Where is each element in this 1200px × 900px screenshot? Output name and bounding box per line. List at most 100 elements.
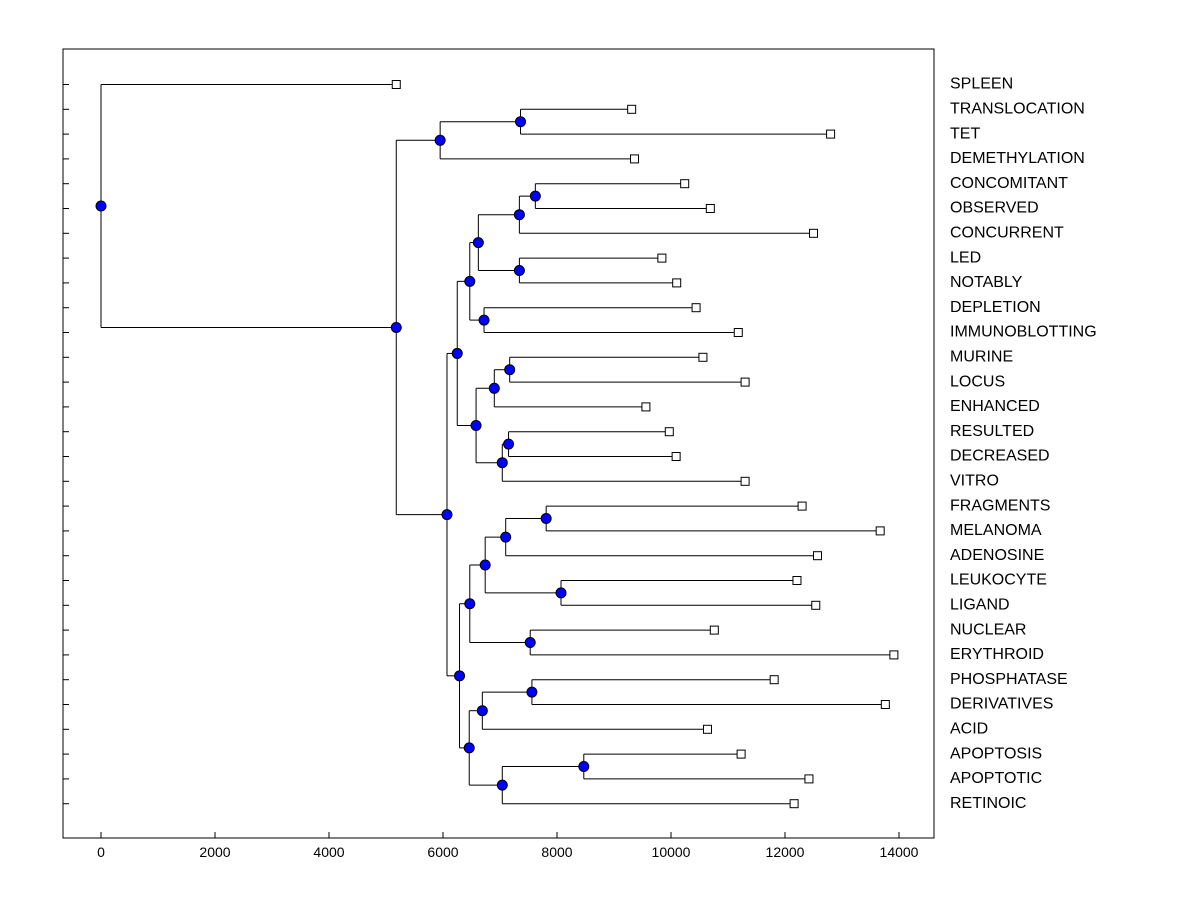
leaf-label-murine: MURINE (950, 349, 1013, 366)
x-tick-label: 12000 (766, 844, 805, 860)
x-tick-label: 8000 (541, 844, 572, 860)
leaf-marker-notably (672, 278, 682, 288)
leaf-label-erythroid: ERYTHROID (950, 646, 1044, 663)
leaf-marker-retinoic (789, 799, 799, 809)
merge-node-n26 (454, 670, 466, 682)
leaf-marker-nuclear (709, 625, 719, 635)
leaf-marker-spleen (391, 80, 401, 89)
leaf-marker-enhanced (641, 402, 651, 412)
leaf-label-group: SPLEEN TRANSLOCATION TET DEMETHYLATION CONCO… (950, 76, 1097, 812)
leaf-label-concurrent: CONCURRENT (950, 225, 1064, 242)
merge-node-n18 (479, 559, 491, 571)
x-tick-group: 0 2000 4000 6000 8000 10000 12000 14000 (97, 832, 919, 860)
merge-node-n6 (472, 237, 484, 249)
leaf-label-ligand: LIGAND (950, 597, 1010, 614)
merge-node-n17 (555, 587, 567, 599)
merge-node-n11 (503, 438, 515, 450)
x-tick-label: 2000 (199, 844, 230, 860)
leaf-marker-acid (702, 724, 712, 734)
leaf-label-acid: ACID (950, 721, 988, 738)
merge-node-root (95, 200, 107, 212)
leaf-label-led: LED (950, 249, 981, 266)
merge-node-n2 (434, 134, 446, 146)
leaf-marker-immunoblotting (733, 328, 743, 337)
leaf-label-leukocyte: LEUKOCYTE (950, 572, 1047, 589)
leaf-label-adenosine: ADENOSINE (950, 547, 1044, 564)
merge-node-group (95, 116, 590, 791)
merge-node-n23 (578, 761, 590, 772)
merge-node-n19 (524, 637, 536, 648)
leaf-label-depletion: DEPLETION (950, 299, 1041, 316)
merge-node-n27 (441, 509, 453, 521)
merge-node-n10 (488, 382, 500, 394)
leaf-marker-resulted (664, 427, 674, 437)
leaf-label-locus: LOCUS (950, 373, 1005, 390)
leaf-marker-concomitant (680, 179, 690, 189)
leaf-marker-translocation (627, 104, 637, 114)
leaf-label-observed: OBSERVED (950, 200, 1039, 217)
merge-node-n12 (496, 457, 508, 469)
merge-node-n20 (464, 598, 476, 610)
leaf-marker-murine (698, 352, 708, 362)
leaf-marker-erythroid (889, 650, 899, 660)
leaf-marker-concurrent (809, 228, 818, 238)
merge-node-n16 (500, 531, 512, 543)
merge-node-n7 (478, 314, 490, 326)
leaf-marker-observed (705, 204, 715, 213)
leaf-label-immunoblotting: IMMUNOBLOTTING (950, 324, 1097, 341)
x-tick-label: 6000 (427, 844, 458, 860)
leaf-label-tet: TET (950, 125, 980, 142)
merge-node-n14 (451, 347, 463, 359)
leaf-marker-group (391, 80, 899, 809)
leaf-marker-led (657, 253, 667, 263)
leaf-label-phosphatase: PHOSPHATASE (950, 671, 1068, 688)
leaf-marker-ligand (811, 600, 821, 610)
x-tick-label: 0 (97, 844, 105, 860)
leaf-label-retinoic: RETINOIC (950, 795, 1026, 812)
x-tick-label: 10000 (652, 844, 691, 860)
leaf-marker-locus (740, 377, 750, 387)
x-tick-label: 4000 (313, 844, 344, 860)
y-tick-group (63, 84, 69, 805)
leaf-label-vitro: VITRO (950, 473, 999, 490)
leaf-marker-decreased (671, 452, 681, 461)
merge-node-n8 (464, 275, 476, 287)
leaf-marker-apoptosis (736, 749, 746, 759)
leaf-label-demethylation: DEMETHYLATION (950, 150, 1085, 167)
leaf-marker-leukocyte (792, 576, 802, 585)
leaf-label-derivatives: DERIVATIVES (950, 696, 1053, 713)
merge-node-n4 (513, 209, 525, 221)
leaf-label-resulted: RESULTED (950, 423, 1034, 440)
leaf-label-apoptotic: APOPTOTIC (950, 770, 1042, 787)
leaf-marker-tet (826, 129, 836, 139)
leaf-marker-phosphatase (769, 675, 779, 685)
leaf-label-enhanced: ENHANCED (950, 398, 1040, 415)
leaf-label-apoptosis: APOPTOSIS (950, 745, 1042, 762)
merge-node-n22 (476, 705, 488, 717)
merge-node-n25 (463, 742, 475, 754)
merge-node-n1 (515, 116, 527, 128)
leaf-label-notably: NOTABLY (950, 274, 1023, 291)
merge-node-n24 (496, 779, 508, 791)
merge-node-n28 (390, 321, 402, 333)
merge-node-n3 (529, 190, 541, 202)
leaf-marker-vitro (740, 476, 750, 486)
leaf-marker-demethylation (630, 154, 640, 164)
merge-node-n13 (470, 420, 482, 431)
leaf-label-fragments: FRAGMENTS (950, 497, 1050, 514)
merge-node-n21 (526, 686, 538, 698)
leaf-marker-adenosine (812, 551, 822, 561)
merge-node-n15 (540, 513, 552, 524)
leaf-marker-depletion (691, 303, 701, 313)
leaf-label-spleen: SPLEEN (950, 76, 1013, 93)
leaf-marker-melanoma (875, 526, 885, 536)
leaf-marker-apoptotic (804, 774, 814, 784)
leaf-label-concomitant: CONCOMITANT (950, 175, 1068, 192)
x-tick-label: 14000 (880, 844, 919, 860)
plot-frame (62, 48, 935, 839)
leaf-marker-derivatives (880, 700, 890, 709)
merge-node-n9 (504, 364, 516, 376)
leaf-label-decreased: DECREASED (950, 448, 1050, 465)
leaf-label-nuclear: NUCLEAR (950, 621, 1026, 638)
